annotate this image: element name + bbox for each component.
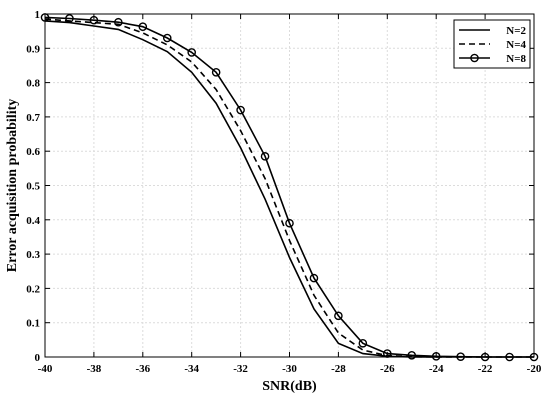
y-axis-label: Error acquisition probability (5, 99, 20, 272)
legend-item-N=8: N=8 (459, 53, 526, 65)
legend-label: N=4 (506, 39, 526, 51)
x-tick-label: -22 (478, 363, 493, 375)
x-tick-label: -32 (233, 363, 248, 375)
legend-marker (470, 53, 479, 63)
legend-label: N=2 (506, 25, 526, 37)
data-point (334, 311, 343, 321)
data-point (260, 152, 270, 161)
x-tick-label: -30 (282, 363, 297, 375)
x-tick-label: -36 (135, 363, 150, 375)
x-axis-label: SNR(dB) (262, 379, 317, 394)
y-tick-label: 0.6 (26, 146, 40, 158)
ticks: -40 -38 -36 -34 -32 -30 -28 -26 -24 -22 -20 0 0.1 0.2… (26, 9, 542, 375)
x-tick-label: -28 (331, 363, 346, 375)
data-point (407, 350, 417, 360)
y-tick-label: 0.8 (26, 78, 40, 90)
data-point (358, 338, 368, 348)
data-point (285, 218, 294, 228)
legend-item-N=4: N=4 (459, 39, 526, 51)
legend-item-N=2: N=2 (459, 25, 526, 37)
y-tick-label: 0 (35, 352, 41, 364)
y-tick-label: 0.7 (26, 112, 40, 124)
x-tick-label: -34 (184, 363, 199, 375)
series-line-N=4 (44, 18, 534, 358)
data-point (187, 48, 196, 57)
y-tick-label: 0.5 (26, 181, 40, 193)
data-point (114, 17, 123, 27)
series-N=4 (44, 18, 534, 358)
x-tick-label: -26 (380, 363, 395, 375)
data-point (236, 105, 245, 115)
data-point (309, 273, 319, 283)
y-tick-label: 1 (35, 9, 41, 21)
data-point (162, 33, 172, 43)
data-point (211, 68, 221, 77)
x-tick-label: -38 (87, 363, 102, 375)
legend-label: N=8 (506, 53, 526, 65)
x-tick-label: -40 (38, 363, 53, 375)
data-point (138, 22, 148, 31)
data-point (65, 14, 74, 23)
x-tick-label: -20 (527, 363, 542, 375)
y-tick-label: 0.4 (26, 215, 40, 227)
legend-box (453, 19, 531, 69)
y-tick-label: 0.1 (26, 318, 40, 330)
y-tick-label: 0.2 (26, 283, 40, 295)
y-tick-label: 0.9 (26, 43, 40, 55)
legend: N=2 N=4 N=8 (453, 19, 531, 69)
x-tick-label: -24 (429, 363, 444, 375)
y-tick-label: 0.3 (26, 249, 40, 261)
